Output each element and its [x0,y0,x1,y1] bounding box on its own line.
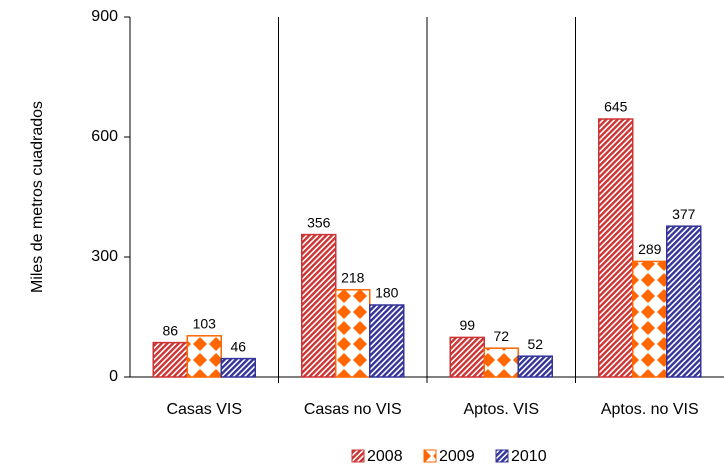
legend-label: 2010 [511,448,547,465]
legend-swatch [351,449,365,463]
bar [369,304,405,378]
data-label: 72 [493,328,509,344]
data-label: 180 [375,285,399,301]
data-label: 46 [230,338,246,354]
y-tick-label: 900 [91,8,118,25]
legend-swatch [495,449,509,463]
data-label: 86 [162,322,178,338]
bar [632,260,668,378]
data-label: 52 [527,336,543,352]
bar [449,336,485,378]
x-tick-label: Aptos. no VIS [601,401,699,418]
y-tick-label: 600 [91,128,118,145]
data-label: 218 [341,270,365,286]
x-tick-label: Casas no VIS [304,401,402,418]
data-label: 377 [672,206,696,222]
legend-swatch [423,449,437,463]
bar [301,233,337,378]
data-label: 103 [193,316,217,332]
bar [220,357,256,378]
data-label: 356 [307,214,331,230]
bar [152,341,188,378]
data-label: 645 [604,99,628,115]
bar [483,347,519,378]
x-tick-label: Aptos. VIS [463,401,539,418]
bar [666,225,702,378]
bar [186,335,222,378]
bar [335,289,371,378]
y-tick-label: 0 [109,368,118,385]
y-tick-label: 300 [91,248,118,265]
data-label: 289 [638,241,662,257]
y-axis-label: Miles de metros cuadrados [29,101,46,293]
legend-label: 2009 [439,448,475,465]
bar [598,118,634,378]
data-label: 99 [459,317,475,333]
legend-label: 2008 [367,448,403,465]
bar [517,355,553,378]
x-tick-label: Casas VIS [166,401,242,418]
